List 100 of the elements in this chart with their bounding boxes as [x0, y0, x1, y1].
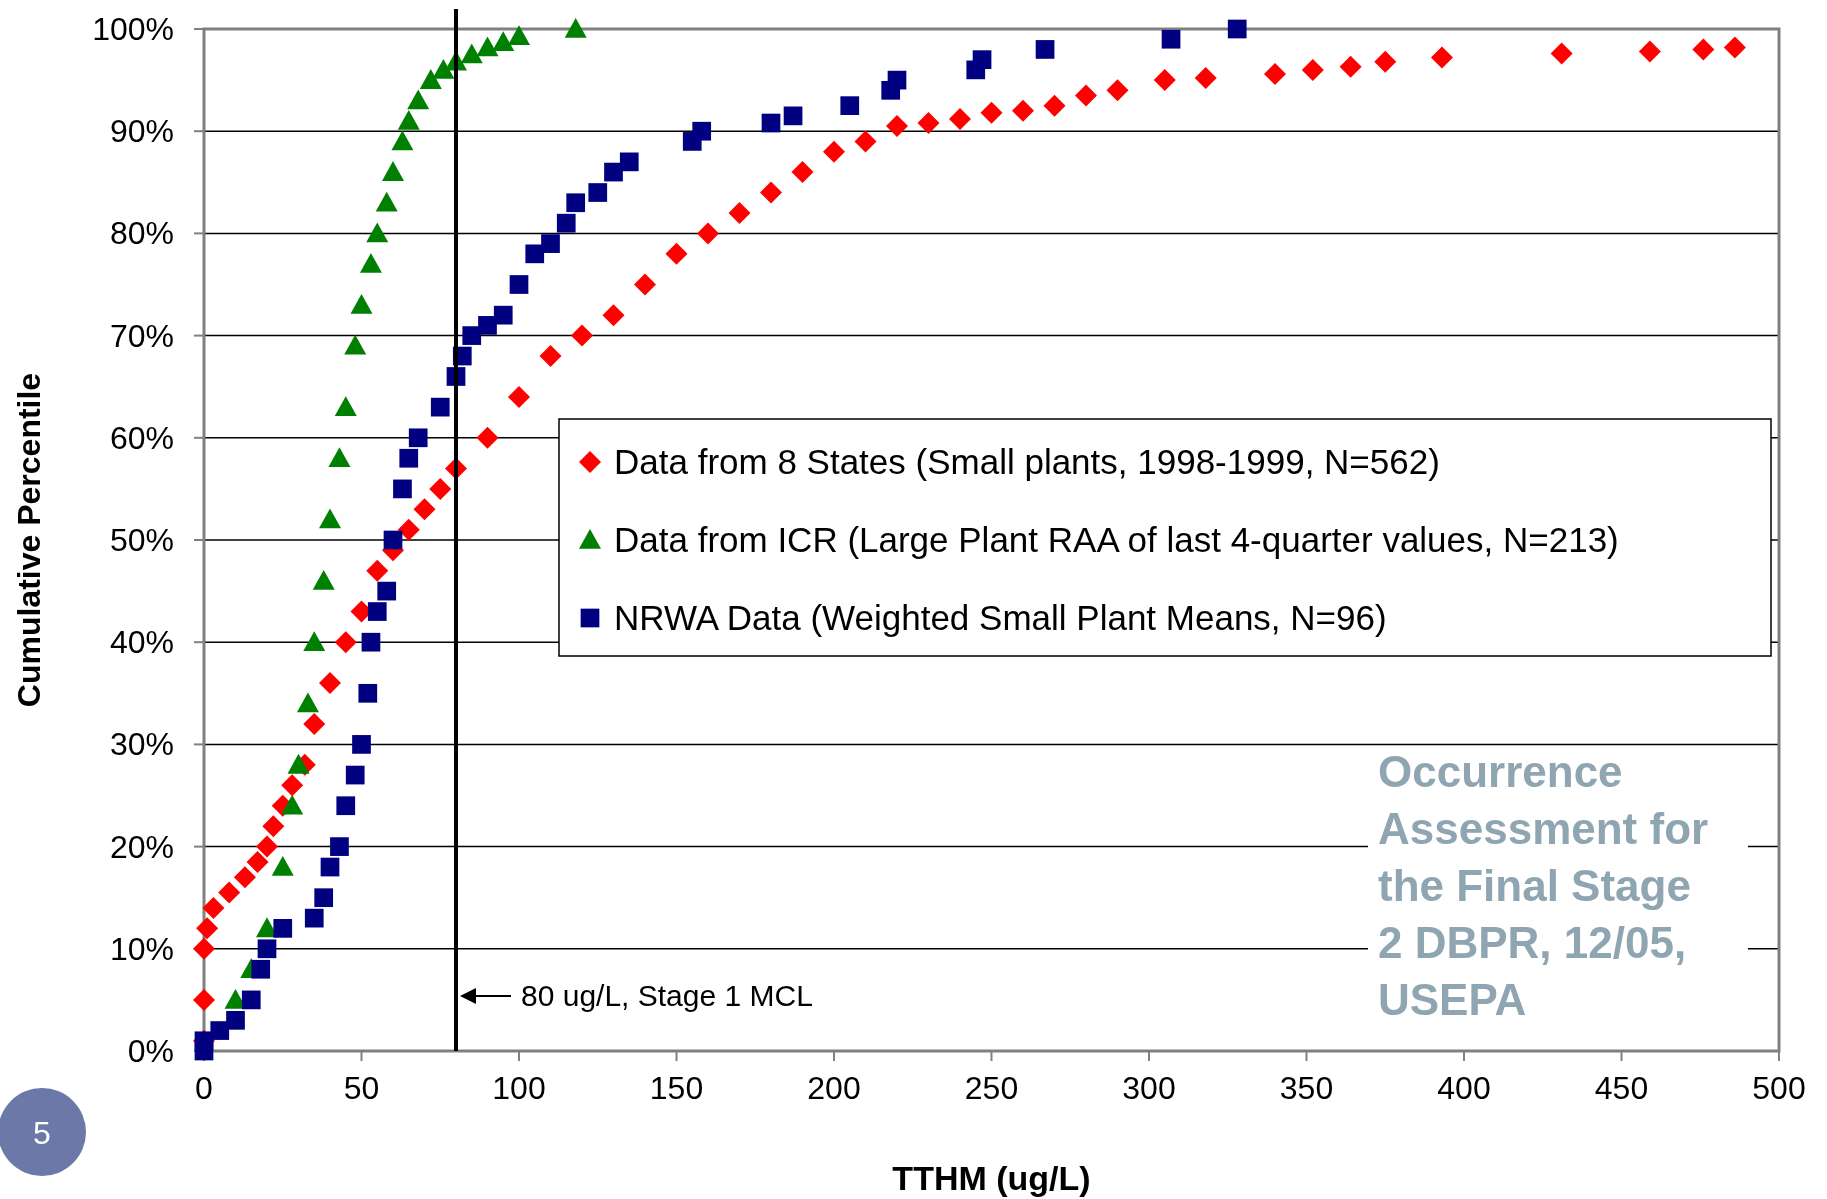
y-tick-label: 30% — [109, 726, 174, 763]
point — [1194, 67, 1217, 90]
point — [783, 106, 803, 126]
point — [350, 293, 373, 314]
point — [539, 345, 562, 368]
point — [281, 774, 304, 797]
point — [408, 428, 428, 448]
point — [1638, 40, 1661, 63]
point — [1723, 36, 1746, 59]
x-tick-label: 100 — [492, 1070, 546, 1106]
point — [823, 140, 845, 163]
point — [541, 234, 560, 253]
y-tick-label: 60% — [109, 419, 174, 456]
point — [359, 253, 382, 273]
y-tick-label: 100% — [92, 11, 174, 47]
ref-line-label: 80 ug/L, Stage 1 MCL — [521, 979, 813, 1012]
x-tick-label: 250 — [964, 1070, 1019, 1106]
point — [1035, 40, 1055, 59]
point — [196, 917, 219, 940]
y-tick-label: 10% — [109, 930, 174, 967]
point — [367, 602, 387, 621]
point — [525, 244, 545, 264]
point — [493, 305, 513, 325]
point — [397, 518, 420, 541]
x-tick-label: 200 — [807, 1070, 861, 1106]
point — [462, 326, 482, 345]
point — [887, 70, 907, 90]
point — [358, 683, 378, 703]
point — [508, 25, 530, 45]
legend-label: Data from ICR (Large Plant RAA of last 4-quarter values, N=213) — [614, 520, 1619, 559]
point — [980, 101, 1003, 124]
point — [476, 36, 499, 57]
point — [430, 397, 450, 417]
point — [399, 448, 419, 468]
point — [383, 530, 403, 550]
point — [257, 939, 277, 959]
point — [492, 31, 515, 52]
point — [271, 856, 294, 876]
point — [233, 866, 256, 889]
point — [476, 426, 499, 449]
point — [556, 213, 576, 233]
point — [1374, 50, 1397, 73]
x-tick-label: 50 — [343, 1070, 380, 1106]
point — [334, 396, 357, 416]
point — [366, 222, 389, 243]
point — [1550, 42, 1573, 65]
point — [604, 162, 623, 182]
point — [210, 1021, 230, 1040]
point — [287, 753, 310, 774]
point — [334, 631, 357, 654]
point — [366, 559, 389, 582]
point — [241, 990, 261, 1010]
legend-label: Data from 8 States (Small plants, 1998-1999, N=562) — [614, 442, 1440, 481]
point — [303, 712, 326, 735]
point — [1161, 29, 1181, 49]
point — [202, 896, 225, 919]
x-tick-label: 150 — [649, 1070, 704, 1106]
y-axis-title: Cumulative Percentile — [11, 372, 47, 708]
point — [319, 672, 341, 695]
point — [478, 316, 497, 335]
y-tick-label: 80% — [109, 215, 174, 252]
y-tick-label: 40% — [109, 624, 174, 661]
point — [319, 508, 341, 529]
point — [361, 632, 381, 652]
point — [1075, 84, 1097, 107]
point — [697, 222, 719, 245]
point — [273, 919, 293, 938]
point — [262, 815, 285, 838]
point — [854, 130, 877, 153]
point — [728, 201, 751, 224]
y-tick-label: 50% — [109, 522, 174, 558]
point — [634, 273, 656, 296]
y-tick-label: 90% — [109, 113, 174, 150]
point — [296, 692, 319, 713]
point — [193, 988, 215, 1011]
point — [226, 1010, 245, 1030]
y-tick-label: 70% — [109, 317, 174, 354]
point — [336, 796, 356, 816]
point — [1153, 69, 1176, 92]
point — [352, 735, 371, 754]
annotation: Occurrence Assessment for the Final Stage 2 DBPR, 12/05, USEPA — [1378, 747, 1709, 1024]
point — [1301, 58, 1324, 81]
point — [602, 304, 625, 327]
point — [508, 385, 530, 408]
point — [382, 161, 404, 181]
x-tick-label: 450 — [1594, 1070, 1649, 1106]
point — [619, 152, 639, 172]
point — [407, 89, 430, 110]
point — [330, 837, 349, 856]
point — [791, 161, 814, 184]
point — [413, 498, 436, 521]
x-axis-title: TTHM (ug/L) — [892, 1159, 1091, 1197]
point — [1430, 46, 1453, 69]
point — [509, 275, 529, 294]
point — [886, 115, 908, 138]
point — [1339, 55, 1362, 78]
point — [566, 193, 586, 213]
point — [251, 959, 271, 979]
point — [193, 937, 215, 960]
x-tick-label: 350 — [1279, 1070, 1334, 1106]
